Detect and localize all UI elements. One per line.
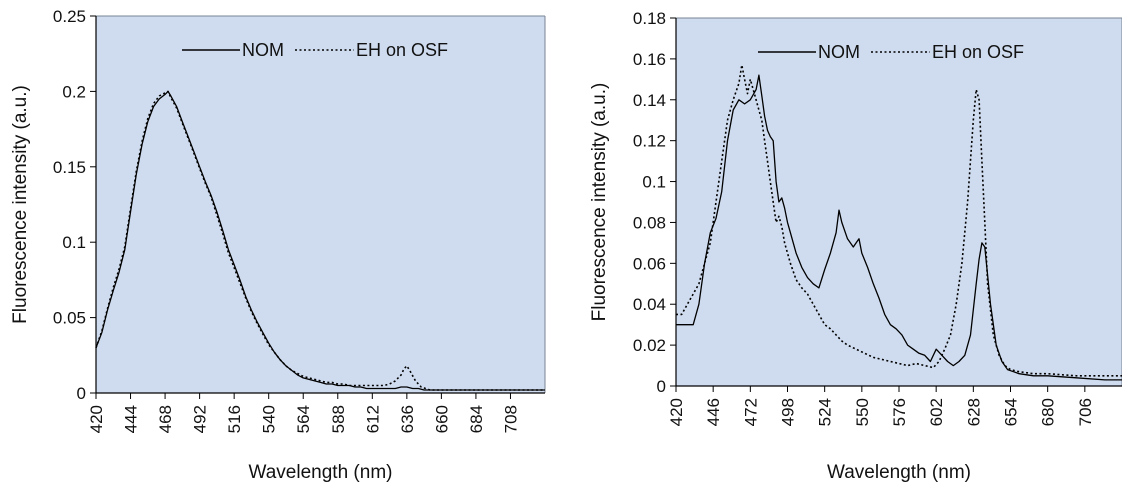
x-tick-label: 588 <box>329 405 348 433</box>
x-tick-label: 516 <box>225 405 244 433</box>
plot-area <box>676 18 1122 386</box>
x-tick-label: 468 <box>156 405 175 433</box>
x-tick-label: 472 <box>741 398 760 426</box>
y-tick-label: 0.2 <box>62 82 86 101</box>
x-tick-label: 654 <box>1002 398 1021 426</box>
y-tick-label: 0 <box>657 377 666 396</box>
legend-label-eh-on-osf: EH on OSF <box>932 42 1024 62</box>
y-tick-label: 0.25 <box>53 7 86 26</box>
x-axis-title: Wavelength (nm) <box>827 462 971 482</box>
chart-1: 0 0.05 0.1 0.15 0.2 0.25 420 444 468 492 516 540 564… <box>10 7 546 482</box>
x-tick-label: 492 <box>191 405 210 433</box>
legend: NOM EH on OSF <box>182 40 448 60</box>
y-tick-label: 0.14 <box>633 91 666 110</box>
y-tick-label: 0.1 <box>62 233 86 252</box>
y-tick-label: 0.15 <box>53 158 86 177</box>
y-tick-label: 0.18 <box>633 9 666 28</box>
y-tick-label: 0.08 <box>633 213 666 232</box>
x-tick-label: 540 <box>260 405 279 433</box>
y-tick-label: 0.12 <box>633 132 666 151</box>
x-tick-label: 602 <box>927 398 946 426</box>
x-tick-label: 550 <box>853 398 872 426</box>
x-tick-label: 576 <box>890 398 909 426</box>
series-line-nom <box>676 74 1122 381</box>
x-tick-label: 420 <box>667 398 686 426</box>
chart-2: 0 0.02 0.04 0.06 0.08 0.1 0.12 0.14 0.16 0.18 420 4… <box>589 9 1122 482</box>
x-tick-label: 524 <box>816 398 835 426</box>
x-tick-label: 708 <box>501 405 520 433</box>
x-tick-label: 498 <box>779 398 798 426</box>
y-tick-label: 0.1 <box>642 173 666 192</box>
y-axis-title: Fluorescence intensity (a.u.) <box>589 83 610 322</box>
y-tick-label: 0 <box>77 384 86 403</box>
plot-area <box>96 16 545 393</box>
series-line-eh-on-osf <box>676 64 1122 377</box>
x-tick-label: 660 <box>432 405 451 433</box>
y-tick-label: 0.05 <box>53 309 86 328</box>
legend-label-eh-on-osf: EH on OSF <box>356 40 448 60</box>
series-line-nom <box>95 90 545 391</box>
legend-label-nom: NOM <box>818 42 860 62</box>
x-tick-label: 636 <box>398 405 417 433</box>
y-tick-label: 0.02 <box>633 336 666 355</box>
y-tick-label: 0.06 <box>633 254 666 273</box>
x-tick-label: 420 <box>87 405 106 433</box>
x-axis-title: Wavelength (nm) <box>249 462 393 482</box>
x-tick-label: 680 <box>1039 398 1058 426</box>
y-tick-label: 0.04 <box>633 295 666 314</box>
legend: NOM EH on OSF <box>758 42 1024 62</box>
x-tick-label: 564 <box>294 405 313 433</box>
y-tick-label: 0.16 <box>633 50 666 69</box>
x-tick-label: 628 <box>964 398 983 426</box>
x-tick-label: 444 <box>122 405 141 433</box>
y-axis-title: Fluorescence intensity (a.u.) <box>10 85 31 324</box>
x-tick-label: 684 <box>467 405 486 433</box>
x-tick-label: 612 <box>363 405 382 433</box>
series-line-eh-on-osf <box>95 90 545 391</box>
x-tick-label: 446 <box>704 398 723 426</box>
x-tick-label: 706 <box>1076 398 1095 426</box>
legend-label-nom: NOM <box>242 40 284 60</box>
